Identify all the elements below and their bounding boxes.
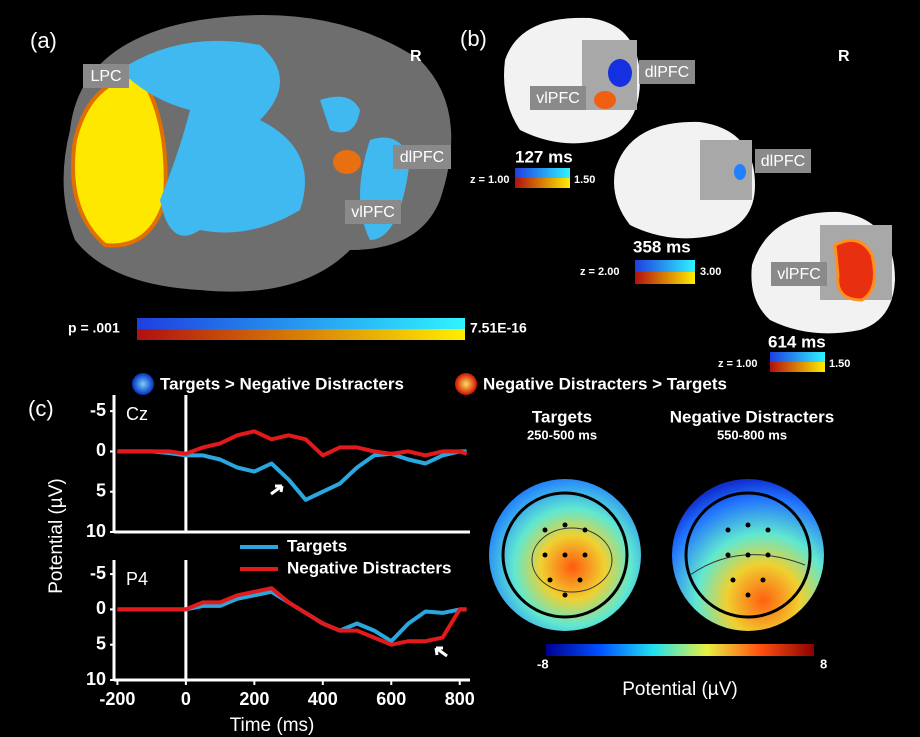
colorbar	[137, 329, 465, 340]
activation-blob	[608, 59, 632, 87]
time-label: 614 ms	[768, 332, 826, 351]
x-tick-label: 200	[239, 689, 269, 709]
colorbar-label: z = 1.00	[718, 358, 757, 370]
series-line	[117, 589, 467, 644]
chart-title: Cz	[126, 404, 148, 424]
y-tick-label: 0	[96, 598, 106, 618]
colorbar	[515, 178, 570, 188]
chart-title: P4	[126, 569, 148, 589]
region-label: dlPFC	[761, 153, 805, 170]
map-window: 550-800 ms	[717, 427, 787, 442]
label-box	[83, 64, 129, 88]
legend-label: Targets	[287, 536, 347, 555]
colorbar	[770, 362, 825, 372]
region-label: vlPFC	[536, 90, 580, 107]
arrow	[434, 646, 448, 658]
panel-c: (c) Potential (µV) Time (ms)	[28, 396, 448, 736]
x-tick-label: 0	[181, 689, 191, 709]
contrast-legend: Targets > Negative Distracters Negative …	[132, 373, 727, 395]
legend-label: Targets > Negative Distracters	[160, 374, 404, 393]
head-outline	[501, 491, 629, 619]
contour	[531, 527, 613, 593]
map-title: Targets	[532, 407, 592, 426]
side-label: R	[838, 48, 850, 65]
x-tick-label: 600	[376, 689, 406, 709]
panel-a: (a) R LPC dlPFC vlPFC p = .001 7.51E-16	[30, 15, 527, 340]
activation-blob	[833, 238, 876, 302]
time-label: 127 ms	[515, 147, 573, 166]
activation-blob	[333, 150, 361, 174]
series-line	[117, 449, 467, 502]
label-box	[530, 86, 586, 110]
region-label: vlPFC	[351, 204, 395, 221]
y-tick-label: 10	[86, 669, 106, 689]
region-label: dlPFC	[645, 64, 689, 81]
electrodes	[542, 522, 771, 598]
x-tick-label: 400	[308, 689, 338, 709]
y-tick-label: -5	[90, 563, 106, 583]
head-outline	[684, 491, 812, 619]
region-label: LPC	[90, 68, 121, 85]
colorbar	[515, 168, 570, 178]
colorbar-label: p = .001	[68, 320, 120, 336]
label-box	[639, 60, 695, 84]
contour	[689, 554, 806, 576]
colorbar	[137, 318, 465, 329]
colorbar-title: Potential (µV)	[622, 679, 738, 700]
topomaps: Targets 250-500 ms Negative Distracters …	[489, 407, 834, 700]
panel-b: (b) R dlPFC vlPFC 127 ms z = 1.00 1.50 d…	[460, 17, 895, 372]
legend-label: Negative Distracters > Targets	[483, 374, 727, 393]
panel-label: (c)	[28, 396, 54, 421]
colorbar-label: z = 1.00	[470, 174, 509, 186]
colorbar-label: 7.51E-16	[470, 320, 527, 336]
colorbar-max: 8	[820, 656, 827, 671]
colorbar-label: 3.00	[700, 266, 721, 278]
x-tick-label: 800	[445, 689, 475, 709]
colorbar-label: 1.50	[829, 358, 850, 370]
time-label: 358 ms	[633, 237, 691, 256]
y-tick-label: -5	[90, 400, 106, 420]
x-axis-title: Time (ms)	[230, 715, 315, 736]
colorbar	[770, 352, 825, 362]
colorbar	[635, 272, 695, 284]
colorbar	[546, 644, 814, 656]
legend-marker	[455, 373, 477, 395]
map-window: 250-500 ms	[527, 427, 597, 442]
y-tick-label: 5	[96, 480, 106, 500]
activation-blob	[120, 40, 305, 236]
panel-label: (b)	[460, 26, 487, 51]
line-chart: P4 -5 0 5 10-200 0 200 400 600 800 Targets Negative…	[86, 536, 475, 708]
activation-blob	[734, 164, 746, 180]
colorbar-min: -8	[537, 656, 549, 671]
y-tick-label: 10	[86, 521, 106, 541]
label-box	[755, 149, 811, 173]
y-tick-label: 0	[96, 440, 106, 460]
colorbar-label: z = 2.00	[580, 266, 619, 278]
region-label: vlPFC	[777, 266, 821, 283]
region-label: dlPFC	[400, 149, 444, 166]
legend-marker	[132, 373, 154, 395]
series-line	[117, 429, 468, 458]
arrow	[270, 484, 284, 496]
label-box	[345, 200, 401, 224]
y-tick-label: 5	[96, 633, 106, 653]
x-tick-label: -200	[99, 689, 135, 709]
side-label: R	[410, 48, 422, 65]
panel-label: (a)	[30, 28, 57, 53]
map-title: Negative Distracters	[670, 407, 834, 426]
line-chart: Cz -5 0 5 10	[86, 395, 470, 541]
colorbar-label: 1.50	[574, 174, 595, 186]
series-line	[117, 586, 467, 647]
label-box	[393, 145, 451, 169]
activation-blob	[594, 91, 616, 109]
legend-label: Negative Distracters	[287, 558, 451, 577]
y-axis-title: Potential (µV)	[46, 478, 67, 594]
colorbar	[635, 260, 695, 272]
label-box	[771, 262, 827, 286]
